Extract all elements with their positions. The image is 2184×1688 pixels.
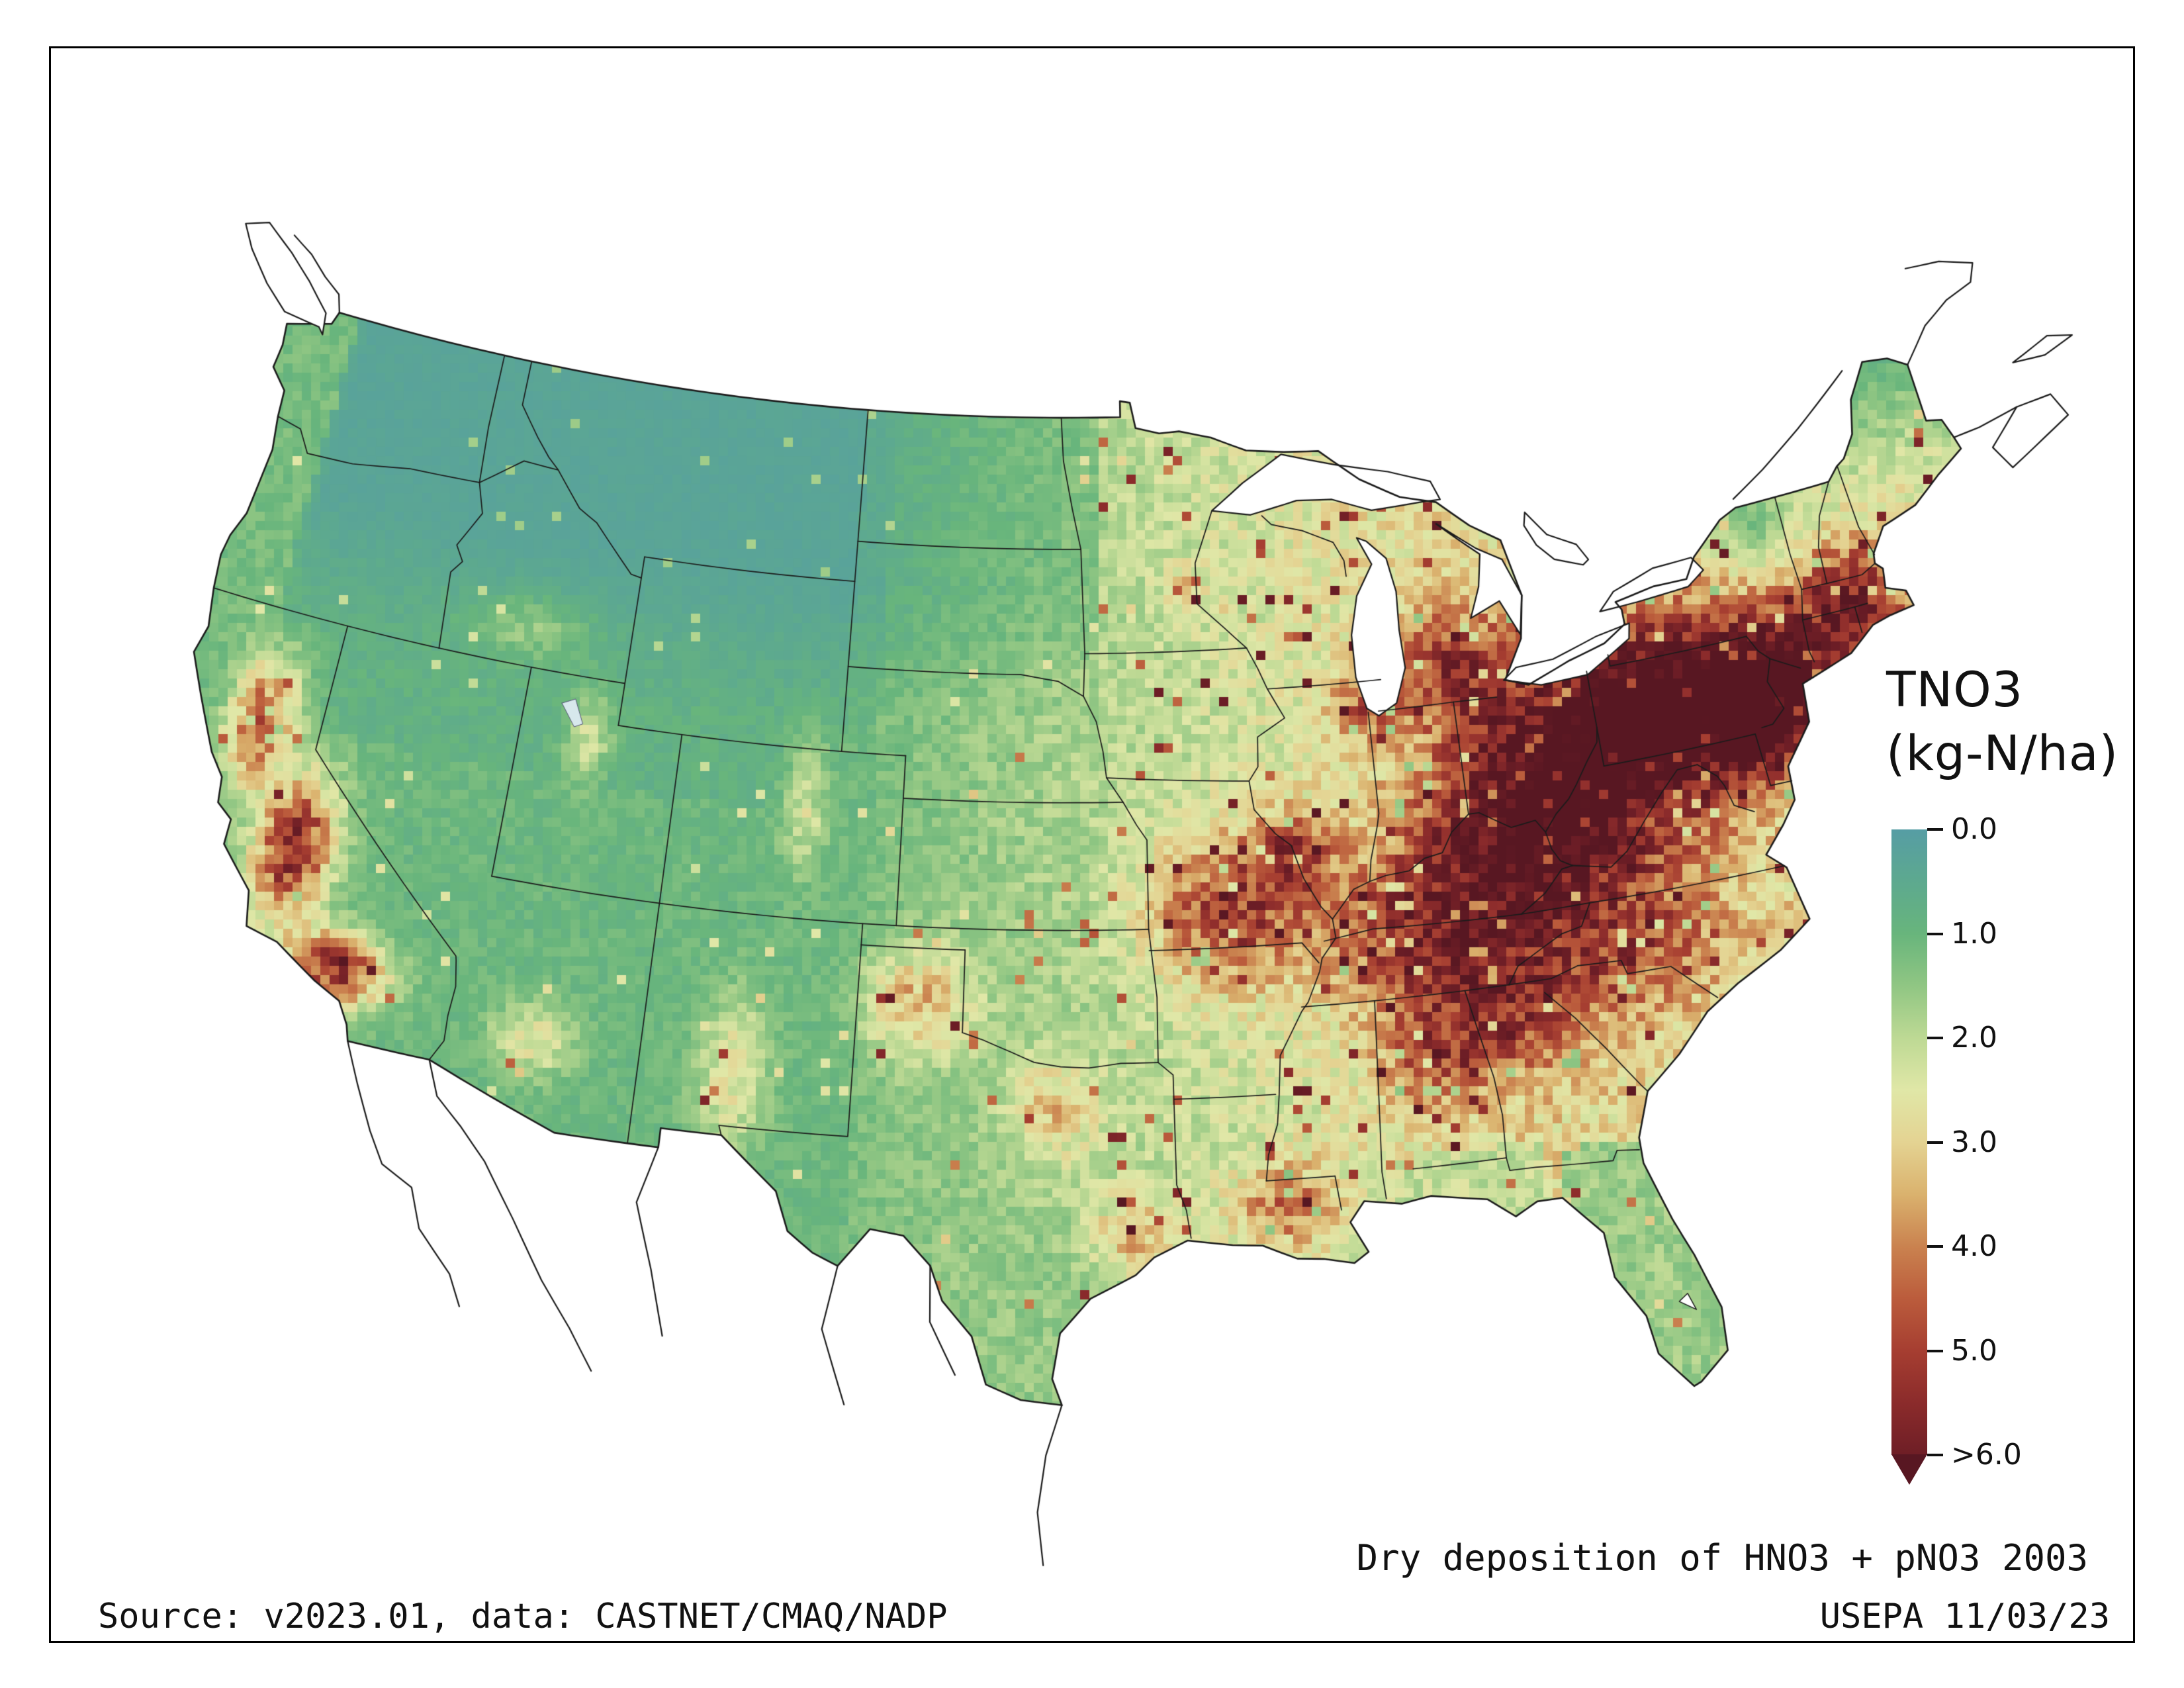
agency-stamp: USEPA 11/03/23 bbox=[1819, 1597, 2110, 1636]
legend-title: TNO3 bbox=[1886, 662, 2024, 718]
legend-tick-label: 2.0 bbox=[1951, 1021, 1997, 1055]
legend-tick-label: 1.0 bbox=[1951, 916, 1997, 951]
legend-tick-label: 4.0 bbox=[1951, 1229, 1997, 1263]
legend-tick-mark bbox=[1927, 828, 1943, 831]
map-title: Dry deposition of HNO3 + pNO3 2003 bbox=[1356, 1537, 2088, 1579]
legend-colorbar bbox=[1891, 829, 1927, 1455]
legend-tick-mark bbox=[1927, 1245, 1943, 1248]
us-deposition-map bbox=[52, 48, 2132, 1640]
legend: TNO3 (kg-N/ha) 0.0 1.0 2.0 3.0 4.0 5.0 >6.0 bbox=[1880, 659, 2171, 1539]
legend-tick-label: >6.0 bbox=[1951, 1438, 2022, 1472]
legend-tick-mark bbox=[1927, 1037, 1943, 1039]
legend-tick-mark bbox=[1927, 932, 1943, 935]
legend-title-block: TNO3 (kg-N/ha) bbox=[1886, 659, 2171, 786]
legend-tick-mark bbox=[1927, 1454, 1943, 1456]
legend-colorbar-max-arrow bbox=[1891, 1454, 1927, 1485]
legend-units: (kg-N/ha) bbox=[1886, 726, 2119, 782]
legend-tick-mark bbox=[1927, 1349, 1943, 1352]
legend-tick-label: 3.0 bbox=[1951, 1125, 1997, 1159]
map-frame-border bbox=[49, 46, 2135, 1643]
legend-tick-label: 0.0 bbox=[1951, 812, 1997, 846]
source-note: Source: v2023.01, data: CASTNET/CMAQ/NAD… bbox=[98, 1597, 948, 1636]
legend-tick-label: 5.0 bbox=[1951, 1333, 1997, 1368]
legend-tick-mark bbox=[1927, 1141, 1943, 1144]
